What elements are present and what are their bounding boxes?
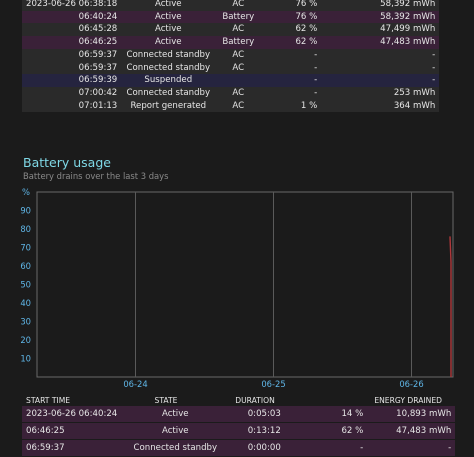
row-date: 07:00:42 [78,87,118,98]
row-date: 07:01:13 [78,100,118,111]
usage-percent: 62 % [341,426,364,436]
row-state: Connected standby [126,49,211,60]
recent-usage-row: 07:01:13 Report generated AC 1 % 364 mWh [22,99,440,113]
recent-usage-row: 06:46:25 Active Battery 62 % 47,483 mWh [22,36,440,49]
row-percent: - [314,75,318,86]
recent-usage-row: 06:45:28 Active AC 62 % 47,499 mWh [22,23,440,37]
row-state: Active [154,0,182,9]
row-source: AC [232,62,245,73]
header-state: STATE [154,396,178,405]
row-date: 06:59:37 [78,49,118,60]
usage-state: Active [161,426,189,436]
row-date: 06:59:39 [78,75,118,86]
usage-row: 06:46:25 Active 0:13:12 62 % 47,483 mWh [22,422,456,440]
usage-duration: 0:00:00 [247,443,281,453]
row-capacity: 47,483 mWh [380,37,436,48]
row-source [215,74,261,87]
row-capacity: - [432,62,436,73]
row-source: AC [232,24,245,35]
series-line [449,236,452,377]
usage-table: 2023-06-26 06:40:24 Active 0:05:03 14 % 10,8… [22,406,456,457]
recent-usage-row: 06:59:37 Connected standby AC - - [22,48,440,62]
y-tick-label: 40 [20,298,31,308]
row-state: Report generated [130,100,207,111]
row-capacity: - [432,49,436,60]
x-tick-label: 06-25 [261,379,285,389]
row-capacity: 58,392 mWh [380,11,436,22]
y-tick-label: 30 [20,317,31,327]
row-source: AC [232,0,245,9]
y-tick-label: 70 [20,243,31,253]
row-state: Active [154,11,182,22]
recent-usage-row: 06:59:37 Connected standby AC - - [22,61,440,75]
y-tick-label: 80 [20,224,31,234]
recent-usage-row: 07:00:42 Connected standby AC - 253 mWh [22,86,440,100]
chart-canvas: 06-24 06-25 06-26% 90 80 70 60 50 40 30 20 10 [20,187,454,389]
header-start-time: START TIME [26,396,71,405]
row-date: 06:46:25 [78,37,118,48]
y-tick-label: 60 [20,261,31,271]
usage-row: 06:59:37 Connected standby 0:00:00 - - [22,439,456,457]
usage-state: Connected standby [133,443,218,453]
row-percent: 62 % [295,24,318,35]
row-capacity: 58,392 mWh [380,0,436,9]
row-capacity: - [432,75,436,86]
usage-energy: 47,483 mWh [396,426,452,436]
row-source: Battery [222,11,255,22]
x-tick-label: 06-26 [399,379,423,389]
usage-row: 2023-06-26 06:40:24 Active 0:05:03 14 % 10,8… [22,406,456,423]
row-capacity: 364 mWh [393,100,436,111]
y-tick-label: 50 [20,280,31,290]
row-capacity: 253 mWh [393,87,436,98]
y-axis-label: % [22,187,30,197]
row-state: Active [154,24,182,35]
row-percent: 76 % [295,0,318,9]
row-source: AC [232,49,245,60]
row-date: 2023-06-26 06:38:18 [26,0,118,9]
header-energy-drained: ENERGY DRAINED [374,396,442,405]
usage-start: 06:59:37 [26,443,65,453]
usage-state: Active [161,409,189,419]
usage-energy: - [448,443,452,453]
row-state: Connected standby [126,62,211,73]
y-tick-label: 20 [20,335,31,345]
recent-usage-row: 2023-06-26 06:38:18 Active AC 76 % 58,392 mW… [22,0,440,11]
recent-usage-row: 06:40:24 Active Battery 76 % 58,392 mWh [22,10,440,24]
row-source: AC [232,87,245,98]
row-percent: 76 % [295,11,318,22]
usage-table-header: START TIME STATE DURATION ENERGY DRAINED [22,396,446,406]
plot-frame [36,191,454,378]
battery-usage-title: Battery usage [23,155,111,170]
battery-usage-chart: 06-24 06-25 06-26% 90 80 70 60 50 40 30 20 10 [0,184,474,394]
row-state: Active [154,37,182,48]
row-source: Battery [222,37,255,48]
row-date: 06:40:24 [78,11,118,22]
usage-percent: - [360,443,364,453]
row-capacity: 47,499 mWh [380,24,436,35]
x-tick-label: 06-24 [123,379,147,389]
row-percent: - [314,87,318,98]
row-date: 06:45:28 [78,24,118,35]
y-tick-label: 90 [20,206,31,216]
battery-usage-subtitle: Battery drains over the last 3 days [23,171,169,181]
row-percent: - [314,49,318,60]
usage-duration: 0:13:12 [247,426,281,436]
row-state: Connected standby [126,87,211,98]
recent-usage-row: 06:59:39 Suspended - - [22,74,440,87]
y-tick-label: 10 [20,354,31,364]
usage-start: 2023-06-26 06:40:24 [26,409,118,419]
header-duration: DURATION [235,396,275,405]
row-source: AC [232,100,245,111]
recent-usage-table: 2023-06-26 06:38:18 Active AC 76 % 58,392 mW… [22,0,440,113]
usage-percent: 14 % [341,409,364,419]
row-date: 06:59:37 [78,62,118,73]
row-percent: 62 % [295,37,318,48]
row-state: Suspended [144,75,193,86]
row-percent: 1 % [300,100,318,111]
row-percent: - [314,62,318,73]
usage-energy: 10,893 mWh [396,409,452,419]
usage-duration: 0:05:03 [247,409,281,419]
usage-start: 06:46:25 [26,426,65,436]
